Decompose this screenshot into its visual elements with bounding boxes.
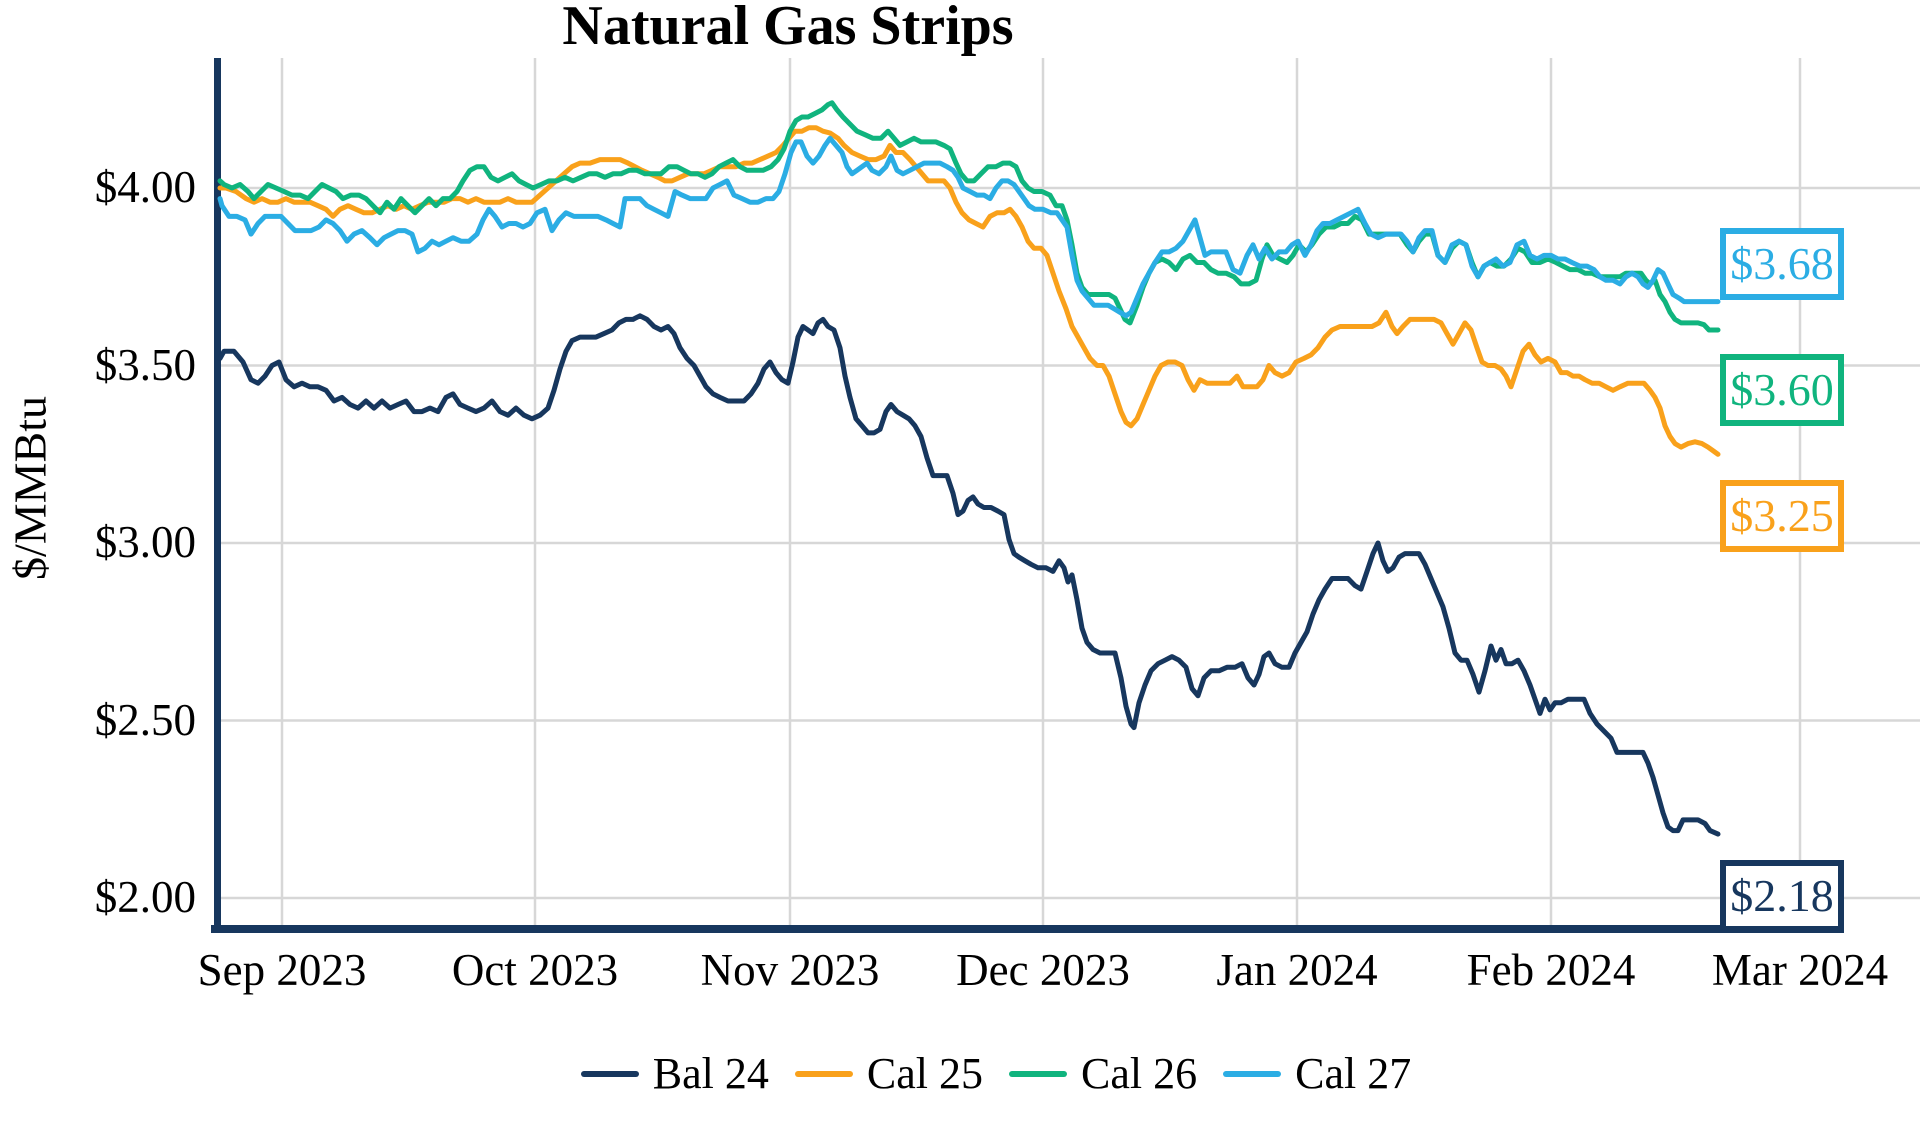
legend-line-swatch [1223, 1071, 1282, 1077]
series-line-cal-27 [217, 135, 1721, 319]
y-tick-label: $2.00 [94, 872, 196, 922]
end-value-box-cal-25: $3.25 [1720, 480, 1844, 552]
legend-label: Cal 25 [866, 1049, 983, 1098]
legend-label: Bal 24 [652, 1049, 769, 1098]
legend-line-swatch [580, 1071, 639, 1077]
chart-title: Natural Gas Strips [562, 0, 1014, 57]
y-tick-label: $3.50 [94, 339, 196, 390]
series-line-bal-24 [217, 313, 1721, 837]
x-tick-label: Mar 2024 [1711, 945, 1889, 995]
legend-item-cal-26: Cal 26 [1009, 1052, 1197, 1096]
legend-label: Cal 26 [1081, 1049, 1198, 1098]
x-tick-label: Jan 2024 [1216, 945, 1378, 995]
y-tick-label: $3.00 [94, 517, 196, 567]
legend-line-swatch [1009, 1071, 1067, 1077]
y-tick-label: $4.00 [94, 162, 196, 212]
legend-line-swatch [794, 1071, 853, 1077]
end-value-box-cal-27: $3.68 [1720, 228, 1844, 300]
x-axis-line [211, 925, 1844, 933]
legend-item-cal-25: Cal 25 [794, 1049, 983, 1098]
y-tick-label: $2.50 [94, 694, 196, 745]
end-value-box-cal-26: $3.60 [1720, 354, 1844, 426]
chart-legend: Bal 24 Cal 25 Cal 26 Cal 27 [0, 1052, 1920, 1096]
x-tick-label: Oct 2023 [451, 945, 619, 995]
x-tick-label: Nov 2023 [700, 945, 880, 995]
x-tick-label: Feb 2024 [1466, 945, 1636, 995]
series-line-cal-25 [217, 125, 1721, 457]
legend-label: Cal 27 [1295, 1049, 1412, 1098]
end-value-box-bal-24: $2.18 [1720, 860, 1844, 932]
x-tick-label: Sep 2023 [197, 945, 367, 995]
y-axis-line [214, 58, 221, 933]
legend-item-bal-24: Bal 24 [580, 1049, 769, 1098]
legend-item-cal-27: Cal 27 [1223, 1052, 1411, 1096]
x-tick-label: Dec 2023 [956, 945, 1130, 995]
